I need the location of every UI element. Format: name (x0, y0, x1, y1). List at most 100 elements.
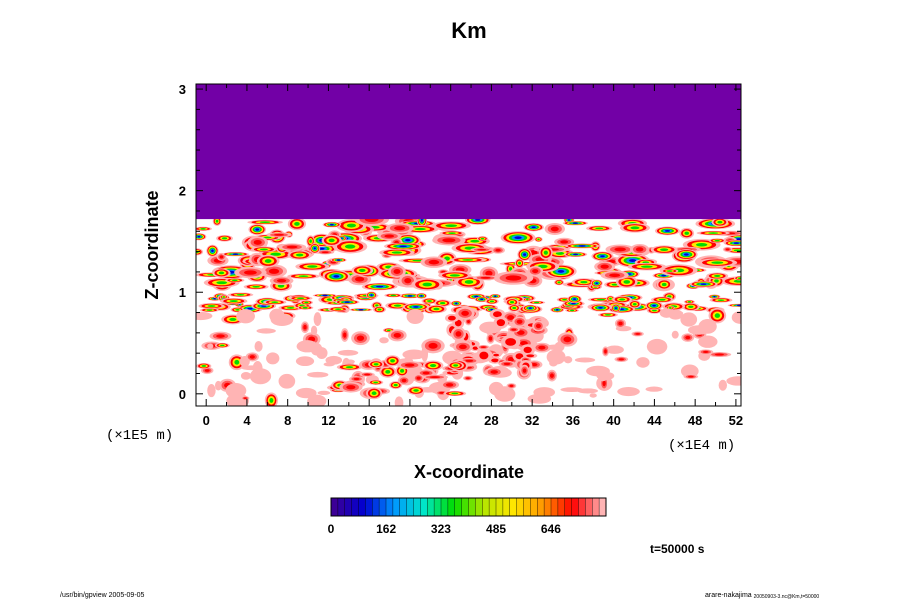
contour-level (714, 313, 721, 318)
contour-blob (209, 331, 232, 341)
contour-level (201, 365, 207, 367)
contour-level (254, 340, 263, 352)
contour-blob (698, 349, 714, 355)
contour-blob (379, 365, 397, 378)
contour-level (236, 309, 255, 324)
contour-level (286, 245, 298, 249)
contour-level (714, 353, 725, 356)
contour-blob (379, 337, 389, 344)
contour-level (271, 301, 279, 304)
contour-blob (245, 352, 259, 362)
colorbar-cell (413, 498, 421, 516)
contour-level (572, 222, 578, 224)
contour-level (713, 295, 716, 298)
contour-level (373, 363, 379, 366)
contour-level (358, 308, 364, 311)
contour-level (235, 308, 240, 311)
contour-blob (368, 360, 385, 369)
contour-blob (600, 270, 629, 280)
contour-blob (631, 331, 644, 337)
contour-blob (310, 325, 318, 336)
contour-level (717, 299, 725, 301)
contour-level (563, 356, 573, 364)
contour-blob (256, 328, 276, 334)
colorbar-cell (337, 498, 346, 516)
contour-level (596, 371, 615, 381)
contour-level (278, 373, 296, 389)
contour-blob (240, 372, 252, 380)
x-tick-label: 4 (243, 413, 251, 428)
contour-level (261, 305, 267, 307)
colorbar-cell (489, 498, 497, 516)
contour-blob (656, 279, 672, 290)
contour-blob (450, 300, 462, 307)
contour-blob (397, 376, 411, 386)
contour-blob (500, 231, 536, 245)
contour-blob (645, 301, 663, 311)
contour-level (407, 295, 413, 297)
contour-level (243, 397, 247, 399)
contour-level (708, 232, 719, 234)
contour-level (252, 285, 260, 288)
x-tick-label: 52 (729, 413, 743, 428)
contour-level (414, 227, 426, 231)
contour-blob (269, 308, 285, 323)
colorbar-cell (564, 498, 573, 516)
contour-level (560, 240, 569, 244)
contour-level (316, 347, 328, 360)
contour-level (307, 265, 318, 268)
contour-level (200, 228, 206, 230)
contour-level (573, 253, 578, 256)
colorbar-cell (578, 498, 586, 516)
contour-level (385, 370, 391, 374)
contour-blob (554, 237, 575, 247)
contour-level (640, 265, 653, 268)
contour-blob (234, 266, 267, 279)
contour-blob (402, 303, 430, 311)
contour-level (549, 373, 554, 378)
contour-blob (388, 265, 406, 278)
contour-level (358, 268, 366, 272)
contour-level (557, 281, 561, 284)
contour-level (322, 294, 328, 297)
colorbar-cells (330, 498, 607, 516)
contour-blob (709, 297, 733, 303)
contour-blob (696, 230, 730, 236)
contour-blob (488, 357, 502, 364)
contour-level (413, 389, 419, 392)
colorbar-ticks: 0 162 323 485 646 (328, 522, 562, 536)
y-tick-label: 0 (179, 387, 186, 402)
y-tick-label: 1 (179, 285, 186, 300)
contour-level (310, 325, 318, 336)
contour-level (390, 359, 395, 363)
contour-blob (472, 275, 499, 281)
contour-level (731, 311, 741, 324)
contour-blob (611, 304, 621, 313)
contour-level (519, 340, 528, 346)
contour-level (509, 384, 514, 388)
contour-level (269, 308, 285, 323)
contour-level (393, 383, 398, 387)
contour-level (364, 373, 371, 376)
contour-level (477, 248, 487, 251)
contour-blob (307, 371, 329, 378)
contour-level (600, 255, 605, 258)
contour-level (555, 251, 565, 255)
contour-blob (198, 303, 225, 309)
contour-level (240, 372, 252, 380)
contour-level (580, 280, 588, 284)
y-scale-note: (×1E5 m) (106, 428, 173, 444)
contour-level (597, 298, 606, 301)
contour-blob (586, 225, 613, 232)
contour-level (344, 301, 350, 303)
colorbar-cell (441, 498, 449, 516)
contour-blob (443, 390, 467, 397)
contour-level (717, 220, 723, 224)
contour-blob (476, 236, 489, 242)
contour-level (394, 226, 406, 231)
contour-level (207, 305, 216, 307)
contour-blob (366, 291, 378, 299)
colorbar-cell (351, 498, 359, 516)
x-tick-label: 48 (688, 413, 702, 428)
footer-left: /usr/bin/gpview 2005-09-05 (60, 592, 145, 599)
